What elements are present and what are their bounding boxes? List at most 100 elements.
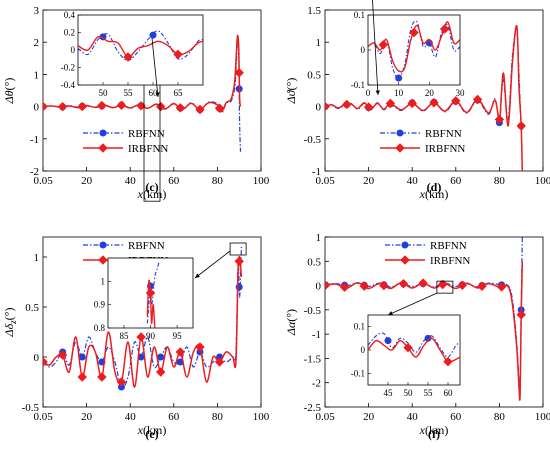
y-axis-label-var: Δθ bbox=[2, 90, 16, 104]
y-axis-label: Δδz(°) bbox=[2, 308, 18, 338]
y-axis-label-unit: (°) bbox=[2, 78, 16, 91]
series-marker-irbfnn bbox=[97, 372, 107, 382]
x-tick-label: 40 bbox=[407, 175, 419, 187]
y-tick-label: 0.5 bbox=[25, 302, 39, 314]
zoom-arrow-line bbox=[151, 38, 159, 98]
series-marker-irbfnn bbox=[342, 99, 352, 110]
series-group bbox=[43, 246, 244, 391]
x-tick-label: 80 bbox=[212, 411, 224, 423]
y-axis-label-unit: (°) bbox=[2, 308, 16, 321]
panel-caption: (c) bbox=[145, 180, 158, 194]
series-marker-rbfnn bbox=[78, 353, 86, 361]
inset-y-tick-label: -0.4 bbox=[61, 80, 76, 90]
series-marker-irbfnn bbox=[97, 100, 107, 111]
series-line-irbfnn bbox=[43, 34, 242, 113]
inset-series-line-irbfnn bbox=[78, 35, 203, 58]
series-marker-irbfnn bbox=[407, 98, 417, 109]
y-tick-label: -1 bbox=[312, 166, 321, 178]
series-marker-irbfnn bbox=[57, 350, 68, 360]
inset-series-marker-irbfnn bbox=[173, 49, 183, 60]
y-tick-label: 2 bbox=[34, 37, 40, 49]
plot-frame bbox=[42, 9, 262, 172]
y-tick-label: -1.5 bbox=[304, 353, 322, 365]
x-tick-label: 60 bbox=[450, 411, 462, 423]
x-tick-label: 100 bbox=[253, 411, 270, 423]
series-marker-irbfnn bbox=[359, 281, 369, 291]
series-marker-irbfnn bbox=[477, 281, 487, 291]
inset-x-tick-label: 60 bbox=[149, 88, 159, 98]
inset-y-tick-label: -0.2 bbox=[61, 63, 75, 73]
inset-x-tick-label: 10 bbox=[394, 88, 404, 98]
x-tick-label: 20 bbox=[81, 411, 93, 423]
panel-caption: (d) bbox=[427, 180, 442, 194]
y-axis-label-var: Δα bbox=[284, 321, 298, 336]
x-tick-label: 60 bbox=[168, 175, 180, 187]
inset-series-marker-irbfnn bbox=[123, 52, 133, 62]
y-tick-label: 3 bbox=[34, 5, 40, 17]
y-tick-label: -0.5 bbox=[22, 402, 40, 414]
inset: 0 10 20 30-0.100.1 bbox=[351, 10, 465, 98]
legend: RBFNN IRBFNN bbox=[83, 128, 168, 155]
y-axis-label-sub: z bbox=[8, 320, 18, 325]
y-axis-label-unit: (°) bbox=[284, 78, 298, 91]
x-axis-label-var: x bbox=[419, 187, 426, 201]
zoom-arrow-line bbox=[387, 292, 438, 316]
inset-x-tick-label: 60 bbox=[444, 388, 454, 398]
x-tick-label: 80 bbox=[494, 411, 506, 423]
inset-series-line-rbfnn bbox=[146, 262, 160, 324]
x-tick-label: 0.05 bbox=[315, 175, 335, 187]
inset-y-tick-label: -0.1 bbox=[351, 80, 365, 90]
x-tick-label: 80 bbox=[494, 175, 506, 187]
inset-y-tick-label: -0.1 bbox=[351, 368, 365, 378]
x-axis-label-var: x bbox=[419, 423, 426, 437]
inset-series-marker-irbfnn bbox=[439, 24, 450, 34]
inset-frame bbox=[367, 14, 461, 86]
series-marker-irbfnn bbox=[116, 377, 127, 387]
y-axis-label: Δθ(°) bbox=[2, 78, 16, 105]
series-marker-irbfnn bbox=[195, 104, 205, 115]
inset-frame bbox=[77, 14, 204, 86]
inset-series-marker-irbfnn bbox=[409, 27, 419, 38]
series-marker-irbfnn bbox=[418, 278, 428, 288]
series-marker-irbfnn bbox=[325, 101, 330, 112]
series-marker-irbfnn bbox=[156, 101, 166, 112]
inset-y-tick-label: 1 bbox=[101, 276, 106, 286]
legend-label-rbfnn: RBFNN bbox=[128, 128, 165, 140]
series-marker-rbfnn bbox=[157, 353, 165, 361]
inset: 50 55 60 65 -0.4 -0.2 0 0.2 0.4 bbox=[61, 10, 204, 98]
legend-marker-irbfnn bbox=[400, 255, 410, 265]
inset-series-group bbox=[145, 262, 160, 328]
x-tick-label: 100 bbox=[535, 411, 550, 423]
x-tick-label: 60 bbox=[450, 175, 462, 187]
inset-y-tick-label: 0.4 bbox=[64, 10, 76, 20]
inset-x-tick-label: 20 bbox=[425, 88, 435, 98]
x-tick-label: 0.05 bbox=[33, 175, 53, 187]
chart-panel-d: 0.05 20 40 60 80 100-1-0.500.511.5x(km)Δϑ(°)(… bbox=[284, 0, 550, 201]
legend-label-irbfnn: IRBFNN bbox=[128, 143, 168, 155]
inset-x-tick-label: 45 bbox=[384, 388, 394, 398]
series-marker-irbfnn bbox=[451, 96, 461, 106]
x-axis-label: x(km) bbox=[137, 423, 167, 437]
y-axis-label-var: Δϑ bbox=[284, 89, 298, 104]
x-axis-label-var: x bbox=[137, 423, 144, 437]
chart-panel-e: 0.05 20 40 60 80 100 -0.5 0 0.5 1 x(km) Δδz(°) (e) RB… bbox=[2, 236, 270, 441]
y-tick-label: 0 bbox=[316, 281, 322, 293]
series-marker-irbfnn bbox=[339, 282, 350, 292]
inset-y-tick-label: 0.1 bbox=[354, 322, 365, 332]
inset-y-tick-label: 0.1 bbox=[354, 10, 365, 20]
inset-series-marker-irbfnn bbox=[403, 342, 413, 353]
x-axis-label-unit: (km) bbox=[425, 187, 448, 201]
x-tick-label: 20 bbox=[363, 411, 375, 423]
series-marker-irbfnn bbox=[214, 357, 225, 367]
y-tick-label: -1 bbox=[30, 134, 39, 146]
x-tick-label: 100 bbox=[535, 175, 550, 187]
legend: RBFNN IRBFNN bbox=[385, 240, 470, 267]
zoom-arrow-head bbox=[388, 311, 393, 316]
inset-series-marker-irbfnn bbox=[443, 356, 453, 367]
series-marker-irbfnn bbox=[156, 367, 166, 377]
series-marker-irbfnn bbox=[494, 114, 505, 125]
legend-marker-irbfnn bbox=[98, 255, 108, 265]
y-tick-label: -2 bbox=[30, 166, 39, 178]
inset-x-tick-label: 95 bbox=[173, 331, 183, 341]
series-marker-irbfnn bbox=[325, 280, 330, 291]
